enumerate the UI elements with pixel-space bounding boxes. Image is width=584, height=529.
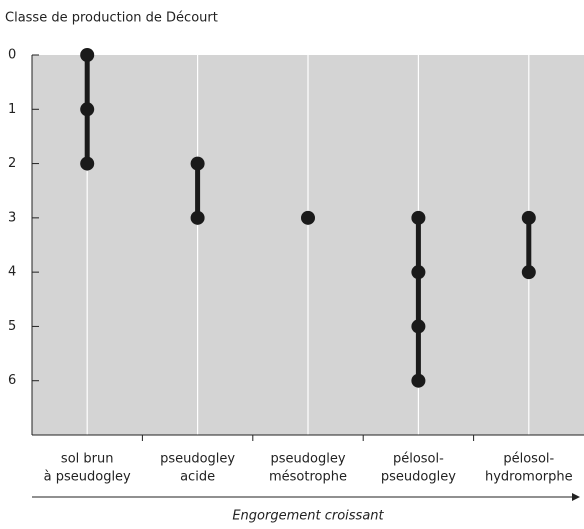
dot [521,265,536,280]
y-tick-label: 5 [8,319,16,334]
x-tick-label: mésotrophe [269,470,347,485]
x-tick-label: sol brun [61,452,114,467]
x-axis-label: Engorgement croissant [232,509,384,524]
y-tick-label: 6 [8,373,16,388]
chart-title: Classe de production de Décourt [5,11,218,26]
x-tick-label: pseudogley [270,452,345,467]
dot [190,210,205,225]
dot [80,156,95,171]
y-tick-label: 4 [8,265,16,280]
dot [411,210,426,225]
y-tick-label: 3 [8,210,16,225]
dot [411,265,426,280]
dot [80,48,95,62]
dot [301,210,315,225]
dot [521,210,536,225]
x-tick-label: à pseudogley [44,470,131,485]
y-tick-label: 1 [8,102,16,117]
x-tick-label: pseudogley [160,452,235,467]
x-tick-label: acide [180,470,215,485]
x-arrow-head [572,493,580,501]
dot [411,319,426,334]
x-tick-label: pélosol- [503,452,554,467]
y-tick-label: 2 [8,156,16,171]
x-tick-label: pseudogley [381,470,456,485]
y-tick-label: 0 [8,48,16,63]
dot [411,373,426,388]
x-tick-label: pélosol- [393,452,444,467]
dot [190,156,205,171]
dot [80,102,95,117]
x-tick-label: hydromorphe [485,470,573,485]
